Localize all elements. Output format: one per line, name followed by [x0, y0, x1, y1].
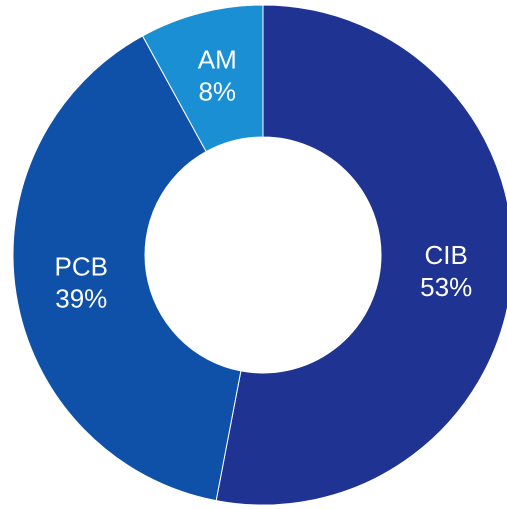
slice [141, 4, 264, 153]
slice-value-label: 39% [55, 284, 107, 314]
slice-label: CIB [425, 240, 468, 270]
slice-value-label: 8% [198, 77, 236, 107]
slice-label: PCB [55, 252, 108, 282]
slice [215, 4, 507, 506]
slice-value-label: 53% [420, 272, 472, 302]
slice-label: AM [198, 45, 237, 75]
slice [12, 35, 242, 502]
